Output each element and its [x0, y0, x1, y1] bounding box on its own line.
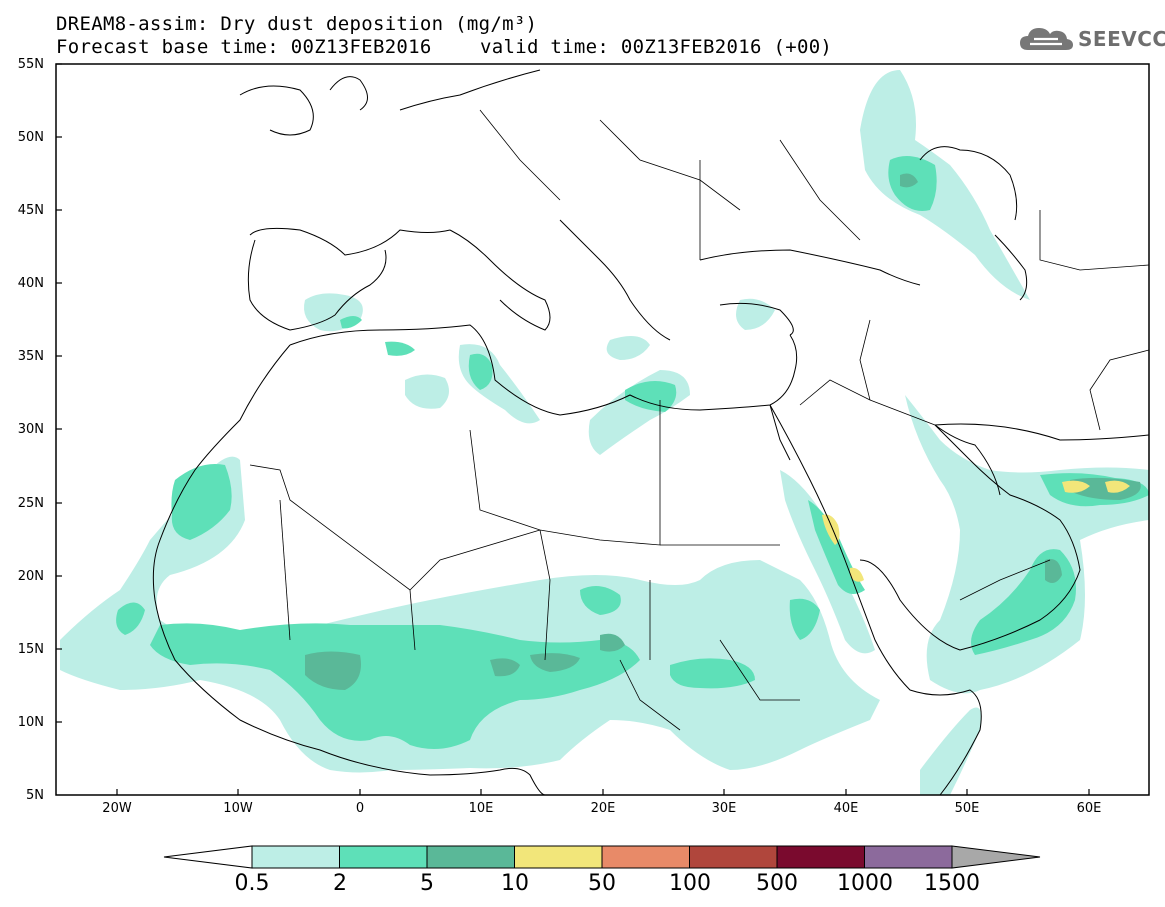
- coastlines: [152, 69, 1149, 795]
- lon-label: 10W: [223, 801, 253, 816]
- tick-marks: [56, 63, 1090, 795]
- lat-label: 55N: [17, 57, 44, 72]
- cloud-icon: [1020, 28, 1073, 50]
- colorbar-label: 5: [420, 871, 434, 896]
- colorbar-swatch: [251, 845, 340, 869]
- lat-label: 50N: [17, 130, 44, 145]
- colorbar-swatches: [251, 845, 953, 869]
- colorbar-label: 1000: [837, 871, 893, 896]
- lon-label: 50E: [954, 801, 980, 816]
- colorbar-swatch: [776, 845, 865, 869]
- lon-label: 20W: [102, 801, 132, 816]
- lon-label: 0: [355, 801, 365, 816]
- colorbar-swatch: [689, 845, 778, 869]
- valid-time: valid time: 00Z13FEB2016 (+00): [480, 36, 833, 58]
- colorbar-swatch: [426, 845, 515, 869]
- lon-label: 40E: [833, 801, 859, 816]
- colorbar-label: 2: [333, 871, 347, 896]
- seevccc-logo: SEEVCCC: [1018, 22, 1165, 56]
- forecast-base-time: Forecast base time: 00Z13FEB2016: [56, 36, 432, 58]
- lon-label: 30E: [711, 801, 737, 816]
- lon-label: 60E: [1076, 801, 1102, 816]
- colorbar-label: 500: [756, 871, 798, 896]
- lat-label: 35N: [17, 349, 44, 364]
- colorbar-label: 10: [501, 871, 529, 896]
- colorbar-label: 100: [669, 871, 711, 896]
- country-borders: [249, 109, 1149, 731]
- lat-label: 25N: [17, 496, 44, 511]
- colorbar-low-arrow: [163, 845, 253, 869]
- lat-label: 15N: [17, 642, 44, 657]
- lat-label: 10N: [17, 715, 44, 730]
- colorbar-high-arrow: [951, 845, 1041, 869]
- dust-deposition-field: [60, 70, 1149, 795]
- colorbar-swatch: [339, 845, 428, 869]
- lat-label: 5N: [26, 788, 44, 803]
- lat-label: 20N: [17, 569, 44, 584]
- colorbar-swatch: [514, 845, 603, 869]
- colorbar-label: 0.5: [234, 871, 270, 896]
- lon-label: 10E: [468, 801, 494, 816]
- lat-label: 40N: [17, 276, 44, 291]
- colorbar-label: 50: [588, 871, 616, 896]
- lat-label: 45N: [17, 203, 44, 218]
- colorbar-swatch: [864, 845, 953, 869]
- lat-label: 30N: [17, 422, 44, 437]
- logo-text: SEEVCCC: [1078, 27, 1165, 51]
- lon-label: 20E: [590, 801, 616, 816]
- colorbar-label: 1500: [924, 871, 980, 896]
- colorbar-swatch: [601, 845, 690, 869]
- map-title: DREAM8-assim: Dry dust deposition (mg/m³…: [56, 13, 538, 35]
